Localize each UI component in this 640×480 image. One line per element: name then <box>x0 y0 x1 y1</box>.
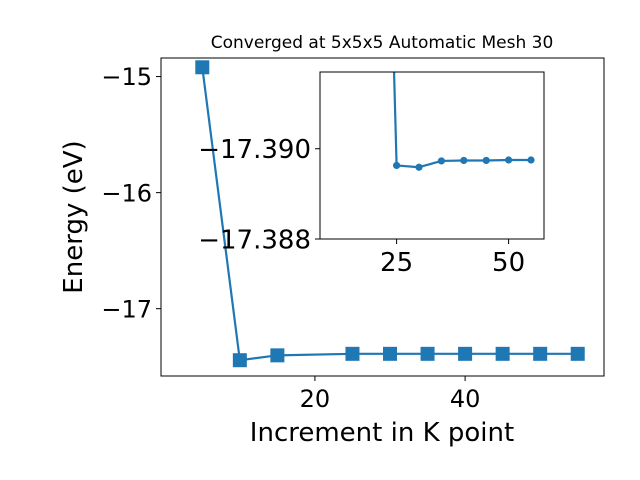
data-point-square <box>195 60 210 75</box>
inset-ticks: 25 50 −17.390 −17.388 <box>198 135 525 278</box>
series-group <box>392 72 535 171</box>
main-axes-frame <box>160 57 605 377</box>
series-line <box>201 67 578 362</box>
data-point-square <box>232 353 247 368</box>
y-tick-label: −17 <box>101 295 152 323</box>
x-tick-label: 50 <box>492 248 525 278</box>
x-tick-label: 40 <box>450 385 481 413</box>
chart-title: Converged at 5x5x5 Automatic Mesh 30 <box>211 33 554 53</box>
data-point-square <box>458 346 473 361</box>
x-tick-label: 25 <box>380 248 413 278</box>
main-ticks: 20 40 −15 −16 −17 <box>101 63 480 413</box>
data-point-square <box>345 346 360 361</box>
main-axes: Converged at 5x5x5 Automatic Mesh 30 20 4… <box>59 33 605 448</box>
data-point-circle <box>460 156 468 165</box>
data-point-circle <box>505 156 513 164</box>
x-axis-title: Increment in K point <box>250 418 514 448</box>
data-point-square <box>270 348 285 363</box>
main-plot-area <box>195 60 585 368</box>
inset-axes: 25 50 −17.390 −17.388 <box>198 71 545 278</box>
data-point-square <box>495 346 510 361</box>
y-tick-label: −17.388 <box>198 225 311 255</box>
series-group <box>195 60 585 368</box>
inset-plot-area <box>392 72 535 171</box>
series-line <box>392 72 532 169</box>
data-point-square <box>570 346 585 361</box>
data-point-circle <box>482 156 490 165</box>
inset-axes-frame <box>319 71 545 240</box>
y-axis-title: Energy (eV) <box>59 140 89 293</box>
inset-background <box>320 72 544 239</box>
data-point-square <box>533 346 548 361</box>
data-point-square <box>383 346 398 361</box>
data-point-circle <box>437 157 446 165</box>
data-point-circle <box>393 161 401 170</box>
data-point-square <box>420 346 435 361</box>
data-point-circle <box>527 156 535 164</box>
y-tick-label: −16 <box>101 179 152 207</box>
x-tick-label: 20 <box>300 385 331 413</box>
y-tick-label: −15 <box>101 63 152 91</box>
y-tick-label: −17.390 <box>198 135 311 165</box>
data-point-circle <box>415 163 423 171</box>
